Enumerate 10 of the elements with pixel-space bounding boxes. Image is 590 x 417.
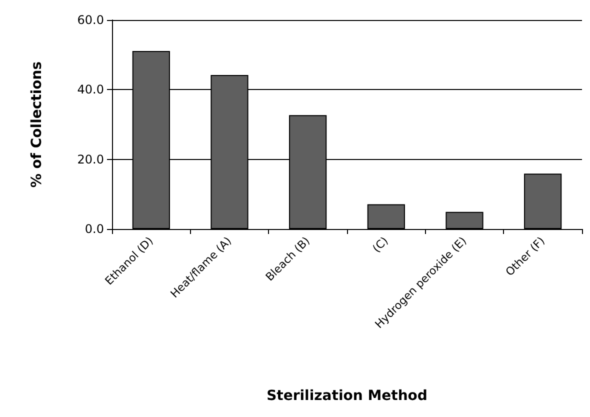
y-tick-label: 60.0 bbox=[77, 13, 104, 27]
y-tick-label: 0.0 bbox=[84, 222, 104, 236]
bar bbox=[524, 174, 562, 229]
x-tick-label: (C) bbox=[370, 234, 391, 256]
bar bbox=[367, 204, 405, 229]
y-axis-title: % of Collections bbox=[29, 61, 45, 188]
x-axis-title: Sterilization Method bbox=[266, 388, 428, 404]
y-tick-label: 20.0 bbox=[77, 152, 104, 166]
y-tick-label: 40.0 bbox=[77, 82, 104, 97]
bar bbox=[446, 212, 484, 229]
